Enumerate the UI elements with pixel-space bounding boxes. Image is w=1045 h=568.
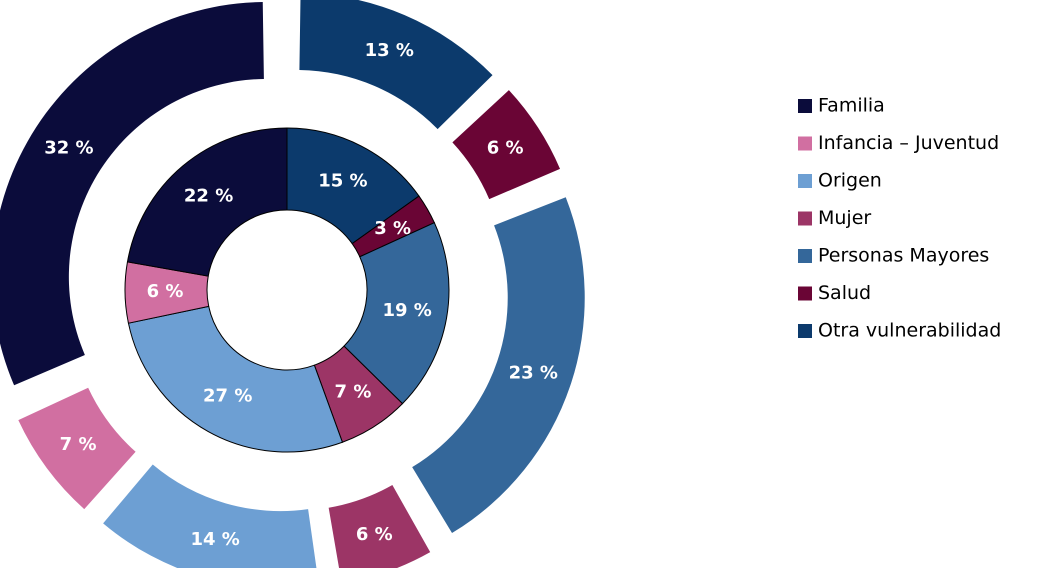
legend-swatch (798, 211, 812, 226)
data-label: 13 % (365, 40, 414, 61)
legend-swatch (798, 136, 812, 151)
data-label: 32 % (44, 138, 93, 159)
data-label: 14 % (190, 529, 239, 550)
legend-swatch (798, 286, 812, 301)
donut-segment (127, 305, 344, 453)
data-label: 15 % (318, 171, 367, 192)
data-label: 27 % (203, 386, 252, 407)
legend-label: Origen (818, 170, 882, 192)
legend-label: Otra vulnerabilidad (818, 320, 1001, 342)
data-label: 22 % (184, 186, 233, 207)
legend-label: Familia (818, 95, 885, 117)
legend-swatch (798, 174, 812, 188)
donut-segment (328, 485, 431, 568)
donut-segment (452, 90, 561, 200)
legend-label: Salud (818, 282, 871, 304)
legend-label: Mujer (818, 207, 871, 229)
donut-segment (299, 0, 493, 130)
data-label: 3 % (374, 218, 411, 239)
data-label: 6 % (147, 281, 184, 302)
data-label: 19 % (382, 300, 431, 321)
donut-segment (0, 1, 264, 386)
donut-segment (103, 464, 317, 568)
legend-swatch (798, 99, 812, 113)
donut-segment (343, 222, 450, 405)
data-label: 23 % (509, 362, 558, 383)
data-label: 6 % (356, 524, 393, 545)
legend-swatch (798, 324, 812, 338)
donut-segment (412, 197, 585, 534)
legend-label: Personas Mayores (818, 245, 989, 267)
donut-segment (126, 127, 288, 277)
donut-segment (18, 387, 136, 510)
data-label: 7 % (60, 434, 97, 455)
data-label: 6 % (487, 138, 524, 159)
legend-swatch (798, 249, 812, 263)
legend-label: Infancia – Juventud (818, 132, 999, 154)
data-label: 7 % (335, 382, 372, 403)
